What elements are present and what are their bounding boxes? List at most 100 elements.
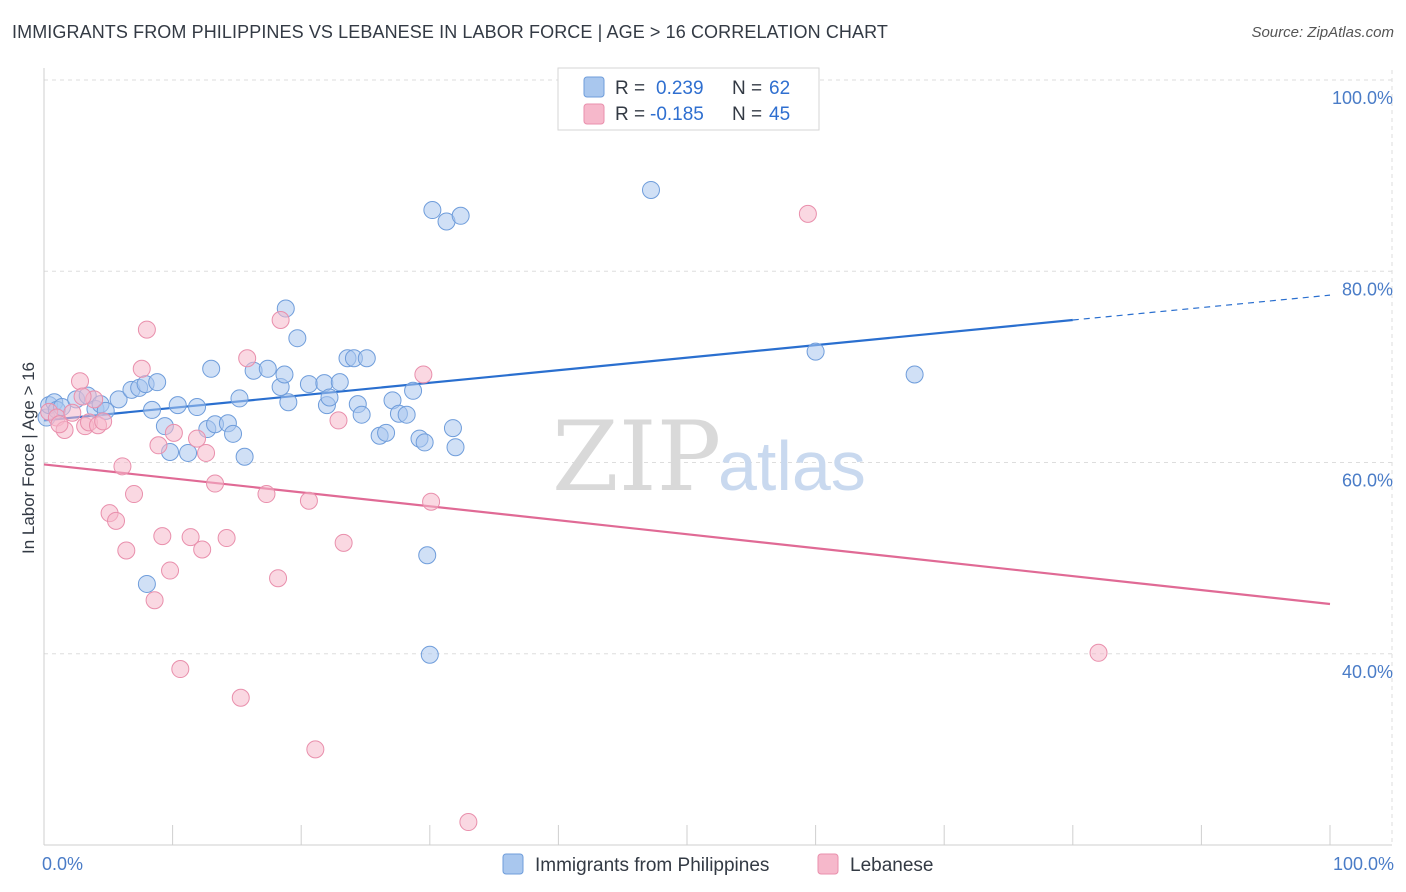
point-philippines: [320, 388, 339, 407]
point-philippines: [137, 574, 156, 593]
watermark-zip: ZIP: [552, 401, 721, 513]
y-tick-label: 80.0%: [1342, 279, 1393, 299]
point-lebanese: [63, 403, 82, 422]
point-philippines: [397, 405, 416, 424]
point-philippines: [188, 398, 207, 417]
point-philippines: [143, 400, 162, 419]
point-lebanese: [206, 474, 225, 493]
series-label-lebanese: Lebanese: [850, 855, 933, 876]
point-philippines: [641, 180, 660, 199]
legend-n-value-1: 62: [769, 78, 790, 99]
point-philippines: [275, 365, 294, 384]
point-philippines: [443, 419, 462, 438]
point-lebanese: [231, 688, 250, 707]
point-philippines: [352, 405, 371, 424]
point-philippines: [415, 433, 434, 452]
point-lebanese: [181, 528, 200, 547]
legend-swatch-philippines: [583, 76, 605, 98]
legend-swatch-lebanese: [583, 103, 605, 125]
series-label-philippines: Immigrants from Philippines: [535, 855, 769, 876]
point-philippines: [806, 342, 825, 361]
point-lebanese: [71, 372, 90, 391]
point-philippines: [423, 201, 442, 220]
point-lebanese: [125, 485, 144, 504]
x-tick-label-max: 100.0%: [1333, 854, 1394, 874]
point-philippines: [258, 359, 277, 378]
legend-n-label-2: N =: [732, 104, 762, 125]
point-lebanese: [132, 359, 151, 378]
trend-line-philippines-extension: [1072, 294, 1331, 321]
point-lebanese: [149, 436, 168, 455]
point-lebanese: [414, 365, 433, 384]
point-lebanese: [238, 349, 257, 368]
point-lebanese: [422, 492, 441, 511]
point-lebanese: [145, 591, 164, 610]
legend-n-label-1: N =: [732, 78, 762, 99]
legend-r-value-2: -0.185: [650, 104, 704, 125]
point-lebanese: [164, 423, 183, 442]
point-philippines: [404, 381, 423, 400]
point-philippines: [420, 645, 439, 664]
point-lebanese: [299, 491, 318, 510]
point-philippines: [288, 329, 307, 348]
point-lebanese: [161, 561, 180, 580]
point-lebanese: [257, 485, 276, 504]
point-philippines: [224, 424, 243, 443]
point-lebanese: [137, 320, 156, 339]
y-axis-title: In Labor Force | Age > 16: [19, 362, 38, 554]
point-philippines: [168, 396, 187, 415]
point-lebanese: [269, 569, 288, 588]
correlation-legend: R = 0.239 N = 62 R = -0.185 N = 45: [557, 67, 820, 131]
series-swatch-philippines: [502, 853, 524, 875]
gridlines: [44, 70, 1393, 845]
point-lebanese: [188, 429, 207, 448]
y-tick-label: 40.0%: [1342, 662, 1393, 682]
point-philippines: [179, 443, 198, 462]
point-lebanese: [153, 527, 172, 546]
point-philippines: [148, 373, 167, 392]
source-credit: Source: ZipAtlas.com: [1251, 24, 1394, 41]
point-philippines: [230, 389, 249, 408]
trend-line-lebanese: [43, 463, 1331, 606]
point-philippines: [905, 365, 924, 384]
point-philippines: [330, 373, 349, 392]
point-philippines: [377, 423, 396, 442]
point-lebanese: [306, 740, 325, 759]
point-lebanese: [113, 457, 132, 476]
data-points: [37, 180, 1108, 832]
y-tick-labels: 40.0% 60.0% 80.0% 100.0%: [1332, 88, 1393, 682]
point-philippines: [235, 447, 254, 466]
trend-lines: [43, 294, 1331, 606]
legend-n-value-2: 45: [769, 104, 790, 125]
point-lebanese: [1089, 643, 1108, 662]
point-philippines: [418, 546, 437, 565]
point-philippines: [451, 206, 470, 225]
point-lebanese: [94, 412, 113, 431]
point-philippines: [299, 375, 318, 394]
point-lebanese: [798, 204, 817, 223]
series-swatch-lebanese: [817, 853, 839, 875]
point-philippines: [202, 359, 221, 378]
point-lebanese: [117, 541, 136, 560]
point-lebanese: [329, 411, 348, 430]
point-lebanese: [171, 660, 190, 679]
legend-r-label-2: R =: [615, 104, 645, 125]
trend-line-philippines: [43, 318, 1073, 422]
chart-title: IMMIGRANTS FROM PHILIPPINES VS LEBANESE …: [12, 22, 888, 42]
legend-r-label-1: R =: [615, 78, 645, 99]
point-lebanese: [73, 387, 92, 406]
point-philippines: [446, 438, 465, 457]
point-lebanese: [50, 415, 69, 434]
y-tick-label: 100.0%: [1332, 88, 1393, 108]
x-tick-label-min: 0.0%: [42, 854, 83, 874]
legend-r-value-1: 0.239: [656, 78, 704, 99]
watermark-atlas: atlas: [718, 427, 866, 505]
point-philippines: [109, 390, 128, 409]
point-philippines: [357, 349, 376, 368]
point-philippines: [279, 393, 298, 412]
point-lebanese: [107, 511, 126, 530]
point-lebanese: [193, 540, 212, 559]
point-lebanese: [334, 533, 353, 552]
series-legend: Immigrants from Philippines Lebanese: [502, 853, 933, 876]
